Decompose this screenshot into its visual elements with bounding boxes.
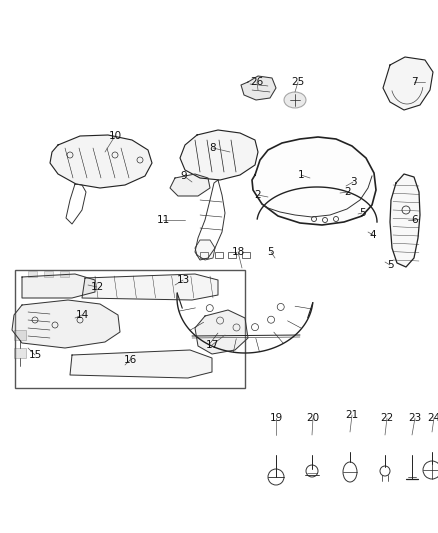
Bar [14, 348, 26, 358]
Text: 20: 20 [307, 413, 320, 423]
Text: 23: 23 [408, 413, 422, 423]
Text: 6: 6 [412, 215, 418, 225]
Text: 11: 11 [156, 215, 170, 225]
Bar [215, 252, 223, 258]
Bar [200, 252, 208, 258]
Text: 17: 17 [205, 340, 219, 350]
Text: 19: 19 [269, 413, 283, 423]
Bar [228, 252, 236, 258]
Text: 2: 2 [254, 190, 261, 200]
Polygon shape [70, 350, 212, 378]
Bar [44, 271, 53, 277]
Text: 24: 24 [427, 413, 438, 423]
Text: 8: 8 [210, 143, 216, 153]
Bar [15, 270, 245, 388]
Text: 9: 9 [181, 171, 187, 181]
Polygon shape [195, 240, 215, 260]
Polygon shape [180, 130, 258, 180]
Text: 7: 7 [411, 77, 417, 87]
Text: 1: 1 [298, 170, 304, 180]
Polygon shape [12, 300, 120, 348]
Bar [14, 330, 26, 340]
Text: 12: 12 [90, 282, 104, 292]
Text: 4: 4 [370, 230, 376, 240]
Text: 10: 10 [109, 131, 122, 141]
Text: 18: 18 [231, 247, 245, 257]
Bar [242, 252, 250, 258]
Bar [28, 271, 37, 277]
Text: 15: 15 [28, 350, 42, 360]
Bar [60, 271, 69, 277]
Text: 13: 13 [177, 275, 190, 285]
Text: 22: 22 [380, 413, 394, 423]
Polygon shape [383, 57, 433, 110]
Text: 26: 26 [251, 77, 264, 87]
Polygon shape [22, 274, 95, 298]
Text: 3: 3 [350, 177, 356, 187]
Polygon shape [390, 174, 420, 267]
Text: 21: 21 [346, 410, 359, 420]
Ellipse shape [284, 92, 306, 108]
Text: 25: 25 [291, 77, 304, 87]
Polygon shape [170, 174, 210, 196]
Polygon shape [82, 274, 218, 300]
Text: 16: 16 [124, 355, 137, 365]
Polygon shape [241, 76, 276, 100]
Text: 14: 14 [75, 310, 88, 320]
Text: 5: 5 [359, 208, 365, 218]
Polygon shape [252, 137, 376, 225]
Polygon shape [195, 310, 248, 354]
Text: 5: 5 [387, 260, 393, 270]
Text: 5: 5 [268, 247, 274, 257]
Polygon shape [50, 135, 152, 188]
Text: 2: 2 [345, 187, 351, 197]
